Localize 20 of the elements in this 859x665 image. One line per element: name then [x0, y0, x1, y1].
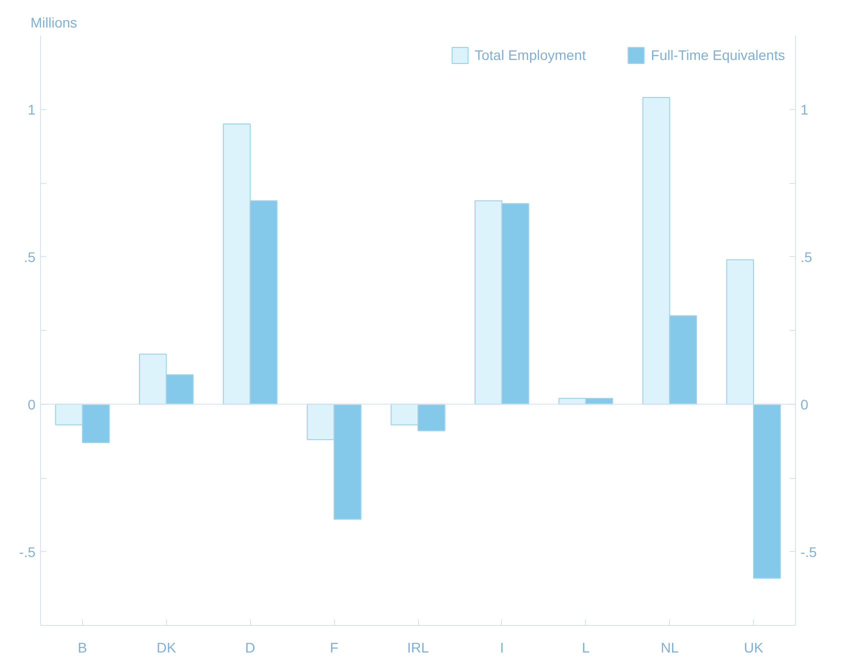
legend-label: Total Employment: [474, 47, 586, 63]
y2-tick-label: -.5: [800, 544, 818, 560]
x-tick-label: NL: [660, 640, 679, 656]
y-tick-label: 1: [28, 101, 36, 118]
x-tick-label: B: [78, 640, 88, 656]
x-tick-label: F: [330, 640, 338, 656]
x-tick-label: UK: [744, 640, 764, 656]
y-tick-label: -.5: [19, 544, 36, 560]
legend-label: Full-Time Equivalents: [650, 47, 785, 63]
y-axis-title: Millions: [30, 14, 78, 30]
x-tick-label: D: [245, 640, 256, 656]
x-tick-label: L: [582, 640, 590, 656]
y2-tick-label: .5: [800, 248, 812, 265]
y2-tick-label: 0: [800, 396, 808, 412]
x-tick-label: DK: [156, 640, 177, 656]
y-tick-label: .5: [24, 248, 36, 265]
y-tick-label: 0: [28, 396, 36, 412]
y2-tick-label: 1: [800, 101, 808, 118]
x-tick-label: IRL: [407, 640, 430, 656]
x-tick-label: I: [500, 640, 504, 656]
